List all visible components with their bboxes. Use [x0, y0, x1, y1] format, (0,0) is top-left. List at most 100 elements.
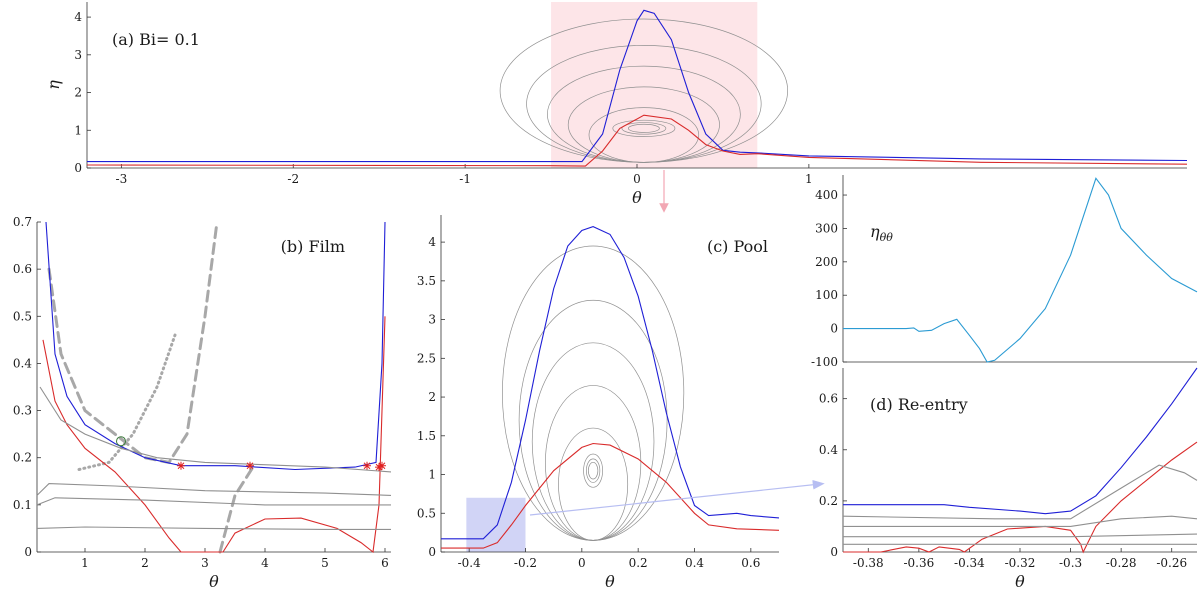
- series-line: [441, 442, 780, 549]
- guide-curve: [218, 465, 255, 554]
- y-tick-label: 1.5: [417, 429, 436, 443]
- contour-line: [558, 427, 629, 541]
- panel-annotation: (c) Pool: [707, 237, 768, 256]
- y-tick-label: 2: [74, 86, 82, 100]
- contour-core: [621, 122, 667, 135]
- series-line: [843, 177, 1198, 363]
- x-tick-label: -0.3: [1059, 556, 1082, 570]
- panel-annotation: (a) Bi= 0.1: [112, 30, 200, 49]
- y-tick-label: 0: [428, 545, 436, 559]
- y-tick-label: 0.6: [13, 262, 32, 276]
- star-stroke: [363, 462, 371, 470]
- y-tick-label: 0.6: [819, 392, 838, 406]
- x-tick-label: 4: [261, 556, 269, 570]
- x-tick-label: 0.4: [685, 556, 704, 570]
- series-line: [87, 9, 1188, 163]
- series-line: [36, 483, 392, 496]
- y-tick-label: 0: [830, 545, 838, 559]
- series-line: [45, 221, 386, 471]
- x-tick-label: 0: [578, 556, 586, 570]
- guide-curve: [77, 333, 177, 471]
- panel-d_top: -100 0 100 200 300 400 ηθθ: [811, 175, 1198, 369]
- x-axis-label: θ: [1015, 572, 1025, 591]
- x-tick-label: 0.6: [741, 556, 760, 570]
- y-tick-label: 2: [428, 390, 436, 404]
- x-tick-label: 0: [633, 172, 641, 186]
- x-tick-label: 0.2: [629, 556, 648, 570]
- circle-marker: [116, 436, 126, 447]
- contour-core: [583, 453, 603, 488]
- series-line: [843, 367, 1198, 515]
- y-tick-label: 1: [74, 123, 82, 137]
- star-stroke: [378, 462, 386, 470]
- series-line: [843, 533, 1198, 538]
- panel-annotation: (d) Re-entry: [870, 395, 968, 414]
- y-tick-label: 0.4: [13, 356, 32, 370]
- guide-curve: [47, 220, 219, 465]
- x-tick-label: 1: [81, 556, 89, 570]
- x-tick-label: 6: [381, 556, 389, 570]
- series-line: [36, 497, 391, 506]
- contour-core: [627, 123, 660, 133]
- y-tick-label: 0.7: [13, 215, 32, 229]
- contour-line: [518, 299, 668, 541]
- y-tick-label: 0.1: [13, 498, 32, 512]
- y-tick-label: 0.2: [13, 451, 32, 465]
- y-tick-label: 0.2: [819, 494, 838, 508]
- star-marker: [246, 461, 254, 470]
- x-tick-label: -0.38: [853, 556, 884, 570]
- star-marker: [363, 461, 371, 470]
- y-tick-label: 4: [428, 235, 436, 249]
- y-tick-label: 0.5: [417, 506, 436, 520]
- x-tick-label: -2: [287, 172, 299, 186]
- y-tick-label: -100: [811, 355, 838, 369]
- panel-b: 0 0.1 0.2 0.3 0.4 0.5 0.6 0.7 1 2 3 4 5 6 (b) Film θ: [13, 215, 392, 591]
- y-tick-label: 0.4: [819, 443, 838, 457]
- y-tick-label: 4: [74, 10, 82, 24]
- series-line: [39, 386, 392, 473]
- contour-line: [531, 342, 655, 541]
- y-tick-label: 3.5: [417, 274, 436, 288]
- x-axis-label: θ: [632, 188, 642, 207]
- panel-annotation: ηθθ: [870, 222, 893, 244]
- y-tick-label: 300: [815, 221, 838, 235]
- panel-d: 0 0.2 0.4 0.6 -0.38 -0.36 -0.34 -0.32 -0.3 -0.28 -…: [819, 367, 1198, 591]
- series-line: [843, 515, 1198, 527]
- contour-core: [587, 461, 599, 480]
- star-marker: [177, 461, 185, 470]
- star-stroke: [177, 462, 185, 470]
- zoom-arrow-c-to-d: [529, 479, 825, 516]
- y-axis-label: η: [44, 80, 63, 90]
- x-tick-label: -1: [459, 172, 471, 186]
- x-tick-label: -0.34: [954, 556, 985, 570]
- series-line: [42, 316, 386, 554]
- y-tick-label: 0.5: [13, 309, 32, 323]
- x-tick-label: -0.2: [514, 556, 537, 570]
- highlight-region: [551, 2, 758, 168]
- star-marker: [378, 461, 386, 470]
- y-tick-label: 0: [74, 161, 82, 175]
- panel-a: 0 1 2 3 4 -3 -2 -1 0 1 (a) Bi= 0.1 θ η: [44, 2, 1188, 207]
- contour-line: [588, 107, 700, 163]
- x-tick-label: -0.4: [458, 556, 482, 570]
- x-axis-label: θ: [605, 572, 615, 591]
- x-tick-label: -0.36: [903, 556, 934, 570]
- series-line: [843, 441, 1198, 554]
- contour-core: [612, 119, 676, 137]
- x-tick-label: 3: [201, 556, 209, 570]
- series-line: [842, 464, 1198, 520]
- annotation-sub: θθ: [880, 231, 894, 244]
- x-tick-label: -0.32: [1005, 556, 1036, 570]
- y-tick-label: 3: [74, 48, 82, 62]
- contour-line: [502, 245, 685, 541]
- contour-core: [585, 458, 601, 483]
- series-line: [86, 114, 1188, 167]
- series-line: [36, 526, 391, 530]
- x-tick-label: 1: [805, 172, 813, 186]
- star-stroke: [246, 462, 254, 470]
- annotation-main: η: [870, 222, 880, 241]
- x-tick-label: -3: [116, 172, 128, 186]
- y-tick-label: 400: [815, 188, 838, 202]
- y-tick-label: 100: [815, 288, 838, 302]
